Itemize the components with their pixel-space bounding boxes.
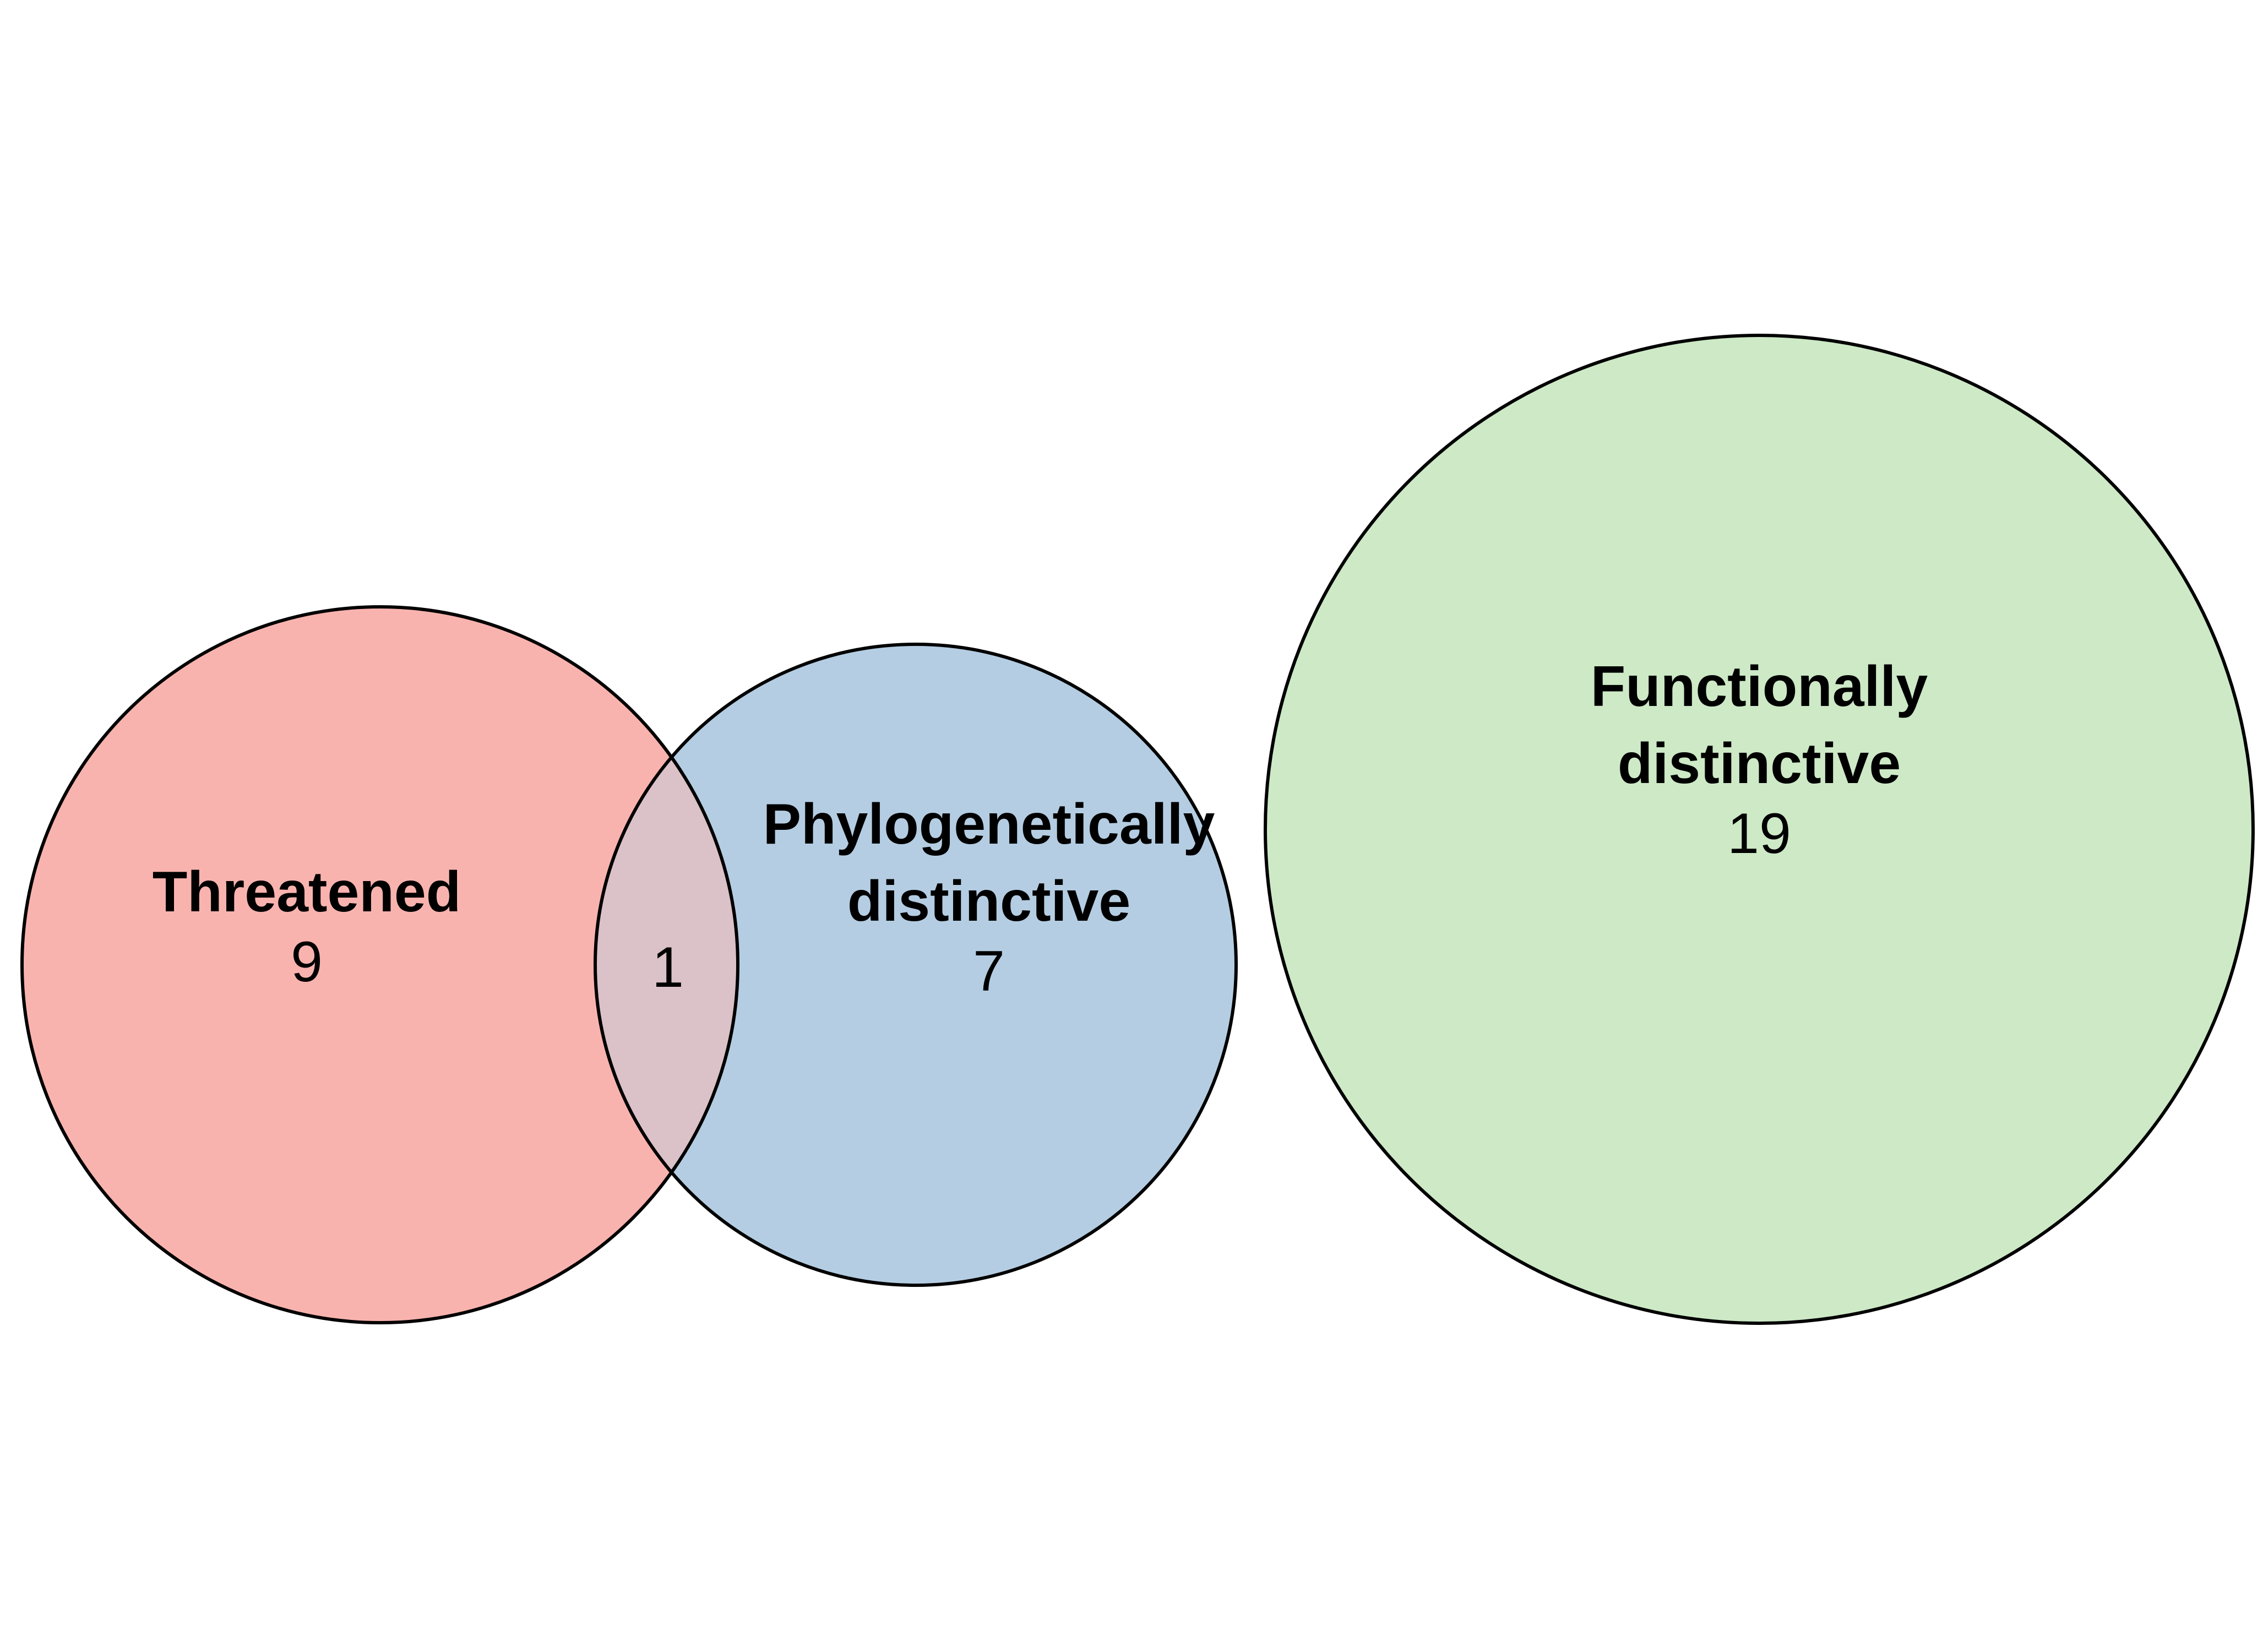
threatened-count: 9 [291, 930, 323, 994]
phylogenetically-distinctive-count: 7 [973, 939, 1005, 1003]
threatened-label: Threatened [153, 860, 461, 924]
phylogenetically-distinctive-circle [595, 644, 1236, 1285]
functionally-distinctive-count: 19 [1727, 802, 1791, 866]
threatened-outline [20, 605, 739, 1324]
phylogenetically-distinctive-label-line2: distinctive [847, 870, 1130, 933]
functionally-distinctive-label-line1: Functionally [1591, 655, 1928, 719]
functionally-distinctive-outline [1264, 334, 2255, 1325]
functionally-distinctive-circle [1265, 335, 2253, 1323]
phylogenetically-distinctive-label-line1: Phylogenetically [763, 792, 1215, 856]
threatened-circle [22, 607, 738, 1323]
functionally-distinctive-label-line2: distinctive [1618, 732, 1901, 796]
phylogenetically-distinctive-outline [594, 643, 1238, 1287]
threatened-phylogenetic-intersection-count: 1 [652, 936, 684, 999]
